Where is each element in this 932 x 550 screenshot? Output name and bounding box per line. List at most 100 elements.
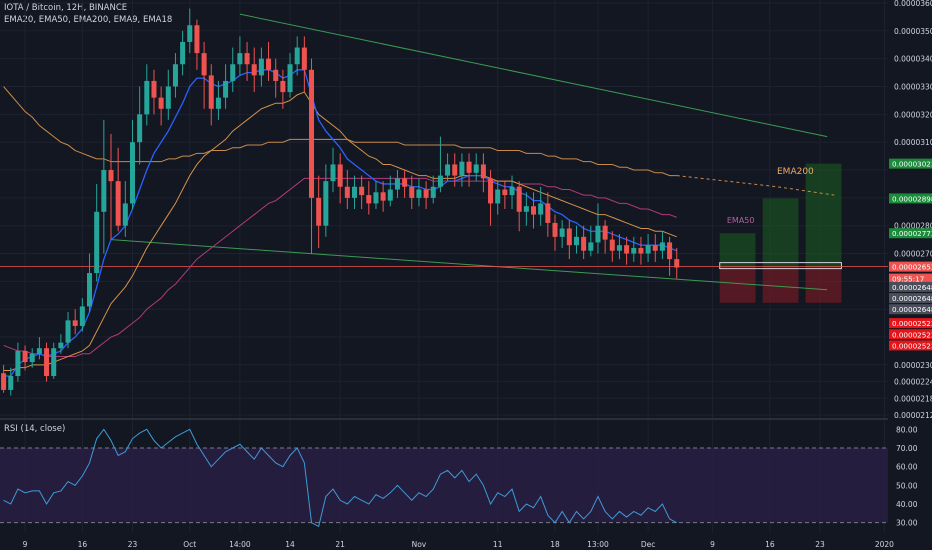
time-tick-label: 9 <box>23 540 28 549</box>
candle-body <box>409 186 415 198</box>
candle-body <box>8 376 14 390</box>
candle-body <box>423 189 429 198</box>
candle-body <box>624 245 630 254</box>
candle-body <box>652 245 658 251</box>
ema200-line <box>3 86 677 177</box>
price-badge-text: 0.00003023 <box>892 160 932 169</box>
trendline <box>110 239 828 291</box>
candle-body <box>51 348 57 377</box>
candle-body <box>495 189 501 204</box>
price-badge-text: 0.00002653 <box>892 263 932 272</box>
candle-body <box>609 239 615 251</box>
candle-body <box>201 53 207 76</box>
indicator-list[interactable]: EMA20, EMA50, EMA200, EMA9, EMA18 <box>4 15 173 25</box>
ema20-line <box>3 91 677 371</box>
candle-body <box>566 228 572 246</box>
candle-body <box>545 203 551 223</box>
candle-body <box>237 53 243 65</box>
candle-body <box>459 161 465 176</box>
time-tick-label: 21 <box>335 540 345 549</box>
rsi-band <box>0 448 888 523</box>
price-tick-label: 0.00002180 <box>894 394 932 403</box>
candle-body <box>430 186 436 198</box>
price-badge <box>889 273 932 284</box>
candle-body <box>323 181 329 226</box>
candle-body <box>36 348 42 354</box>
candle-body <box>602 225 608 240</box>
candle-body <box>165 86 171 109</box>
candle-body <box>194 25 200 54</box>
entry-box <box>719 262 842 270</box>
candle-body <box>287 64 293 93</box>
rsi-tick-label: 30.00 <box>896 519 918 528</box>
candle-body <box>294 47 300 65</box>
candle-body <box>158 97 164 109</box>
price-badge <box>889 318 932 329</box>
candle-body <box>215 97 221 109</box>
candle-body <box>394 178 400 190</box>
price-badge-text: 0.00002898 <box>892 194 932 203</box>
target-zone <box>805 163 842 269</box>
candle-body <box>172 64 178 87</box>
time-tick-label: 14:00 <box>229 540 251 549</box>
price-tick-label: 0.00003300 <box>894 83 932 92</box>
candle-body <box>230 64 236 81</box>
candle-body <box>437 175 443 187</box>
candle-body <box>15 350 21 377</box>
position-boxes[interactable] <box>719 163 842 303</box>
candle-body <box>309 69 315 198</box>
candle-body <box>509 186 515 196</box>
trendlines[interactable] <box>0 13 888 291</box>
time-tick-label: 2020 <box>875 540 894 549</box>
candle-body <box>144 80 150 115</box>
price-tick-label: 0.00002700 <box>894 250 932 259</box>
candle-body <box>366 195 372 204</box>
price-tick-label: 0.00003600 <box>894 0 932 8</box>
price-badge-text: 0.00002648 <box>892 294 932 303</box>
candle-body <box>280 80 286 93</box>
price-badge <box>889 281 932 292</box>
time-tick-label: Nov <box>412 540 427 549</box>
candle-body <box>502 189 508 196</box>
rsi-bands <box>0 447 888 524</box>
candle-body <box>588 242 594 251</box>
rsi-tick-label: 60.00 <box>896 463 918 472</box>
candle-body <box>87 273 93 307</box>
candles <box>1 8 680 396</box>
candle-body <box>115 181 121 226</box>
price-tick-label: 0.00003100 <box>894 138 932 147</box>
axes: 0.00003600 0.00003500 0.00003400 0.00003300… <box>23 0 932 549</box>
price-badge <box>889 261 932 272</box>
time-tick-label: 23 <box>128 540 138 549</box>
time-tick-label: Dec <box>641 540 656 549</box>
candle-body <box>445 164 451 176</box>
candle-body <box>251 64 257 76</box>
price-tick-label: 0.00002300 <box>894 361 932 370</box>
candle-body <box>122 203 128 226</box>
rsi-panel-label[interactable]: RSI (14, close) <box>4 424 66 434</box>
time-tick-label: 9 <box>710 540 715 549</box>
price-badge-text: 0.00002773 <box>892 229 932 238</box>
candle-body <box>380 192 386 201</box>
rsi-tick-label: 50.00 <box>896 481 918 490</box>
time-tick-label: 13:00 <box>587 540 609 549</box>
candle-body <box>266 58 272 70</box>
candle-body <box>29 353 35 363</box>
price-tick-label: 0.00002240 <box>894 378 932 387</box>
price-badge <box>889 193 932 204</box>
rsi-tick-label: 40.00 <box>896 500 918 509</box>
candle-body <box>452 164 458 176</box>
price-badge <box>889 340 932 351</box>
rsi-tick-label: 80.00 <box>896 425 918 434</box>
candle-body <box>1 373 7 390</box>
price-badge <box>889 228 932 239</box>
candle-body <box>616 245 622 251</box>
price-badge-text: 09:55:17 <box>892 275 924 284</box>
candle-body <box>559 228 565 237</box>
candle-body <box>659 242 665 251</box>
candle-body <box>531 206 537 215</box>
ema9-line <box>3 69 677 377</box>
candle-body <box>129 142 135 204</box>
symbol-title: IOTA / Bitcoin, 12H, BINANCE <box>4 3 128 13</box>
